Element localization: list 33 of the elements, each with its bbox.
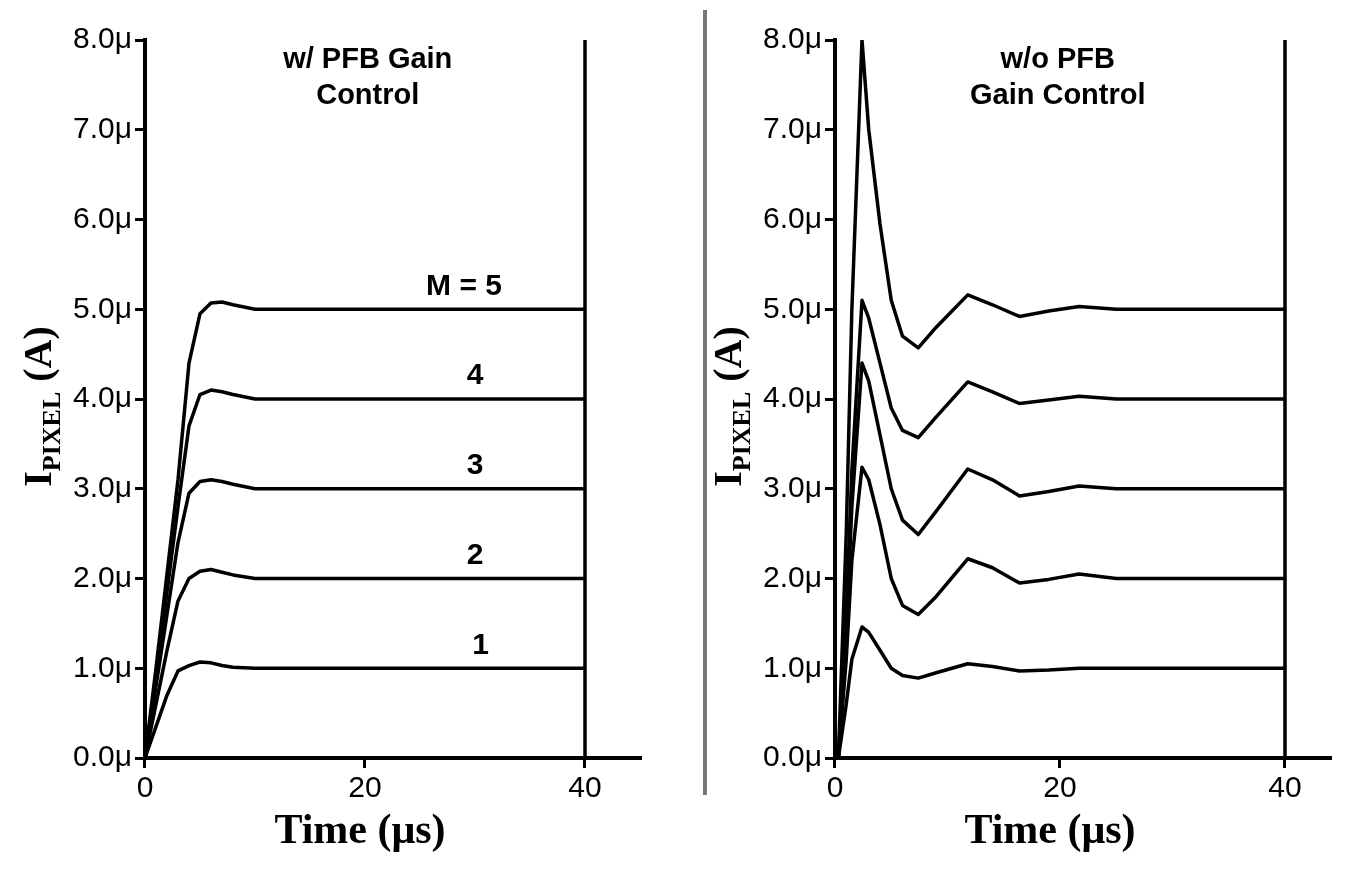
y-tick-label: 3.0μ xyxy=(762,470,822,504)
y-tick-label: 3.0μ xyxy=(72,470,132,504)
y-tick-label: 1.0μ xyxy=(762,649,822,683)
y-tick-label: 5.0μ xyxy=(72,290,132,324)
y-tick-label: 6.0μ xyxy=(762,200,822,234)
x-tick-label: 40 xyxy=(568,770,602,804)
y-tick-label: 2.0μ xyxy=(72,559,132,593)
text: w/o PFB Gain Control xyxy=(969,41,1146,110)
x-tick-label: 20 xyxy=(348,770,382,804)
y-tick-label: 7.0μ xyxy=(762,111,822,145)
y-tick-label: 2.0μ xyxy=(762,559,822,593)
x-tick-label: 40 xyxy=(1268,770,1302,804)
x-axis-title: Time (μs) xyxy=(273,805,447,853)
y-tick-label: 0.0μ xyxy=(72,739,132,773)
y-tick-label: 5.0μ xyxy=(762,290,822,324)
x-tick-label: 0 xyxy=(826,770,844,804)
x-axis-title: Time (μs) xyxy=(963,805,1137,853)
y-tick-label: 8.0μ xyxy=(762,21,822,55)
y-tick-label: 8.0μ xyxy=(72,21,132,55)
x-tick-label: 20 xyxy=(1043,770,1077,804)
y-tick-label: 0.0μ xyxy=(762,739,822,773)
annotation: 1 xyxy=(472,626,489,660)
annotation: 3 xyxy=(466,447,484,481)
annotation: 2 xyxy=(466,536,484,570)
y-tick-label: 4.0μ xyxy=(72,380,132,414)
annotation: 4 xyxy=(466,357,484,391)
text: w/ PFB Gain Control xyxy=(282,41,453,110)
y-tick-label: 4.0μ xyxy=(762,380,822,414)
y-tick-label: 1.0μ xyxy=(72,649,132,683)
y-tick-label: 6.0μ xyxy=(72,200,132,234)
x-tick-label: 0 xyxy=(136,770,154,804)
y-tick-label: 7.0μ xyxy=(72,111,132,145)
annotation: M = 5 xyxy=(426,267,502,301)
